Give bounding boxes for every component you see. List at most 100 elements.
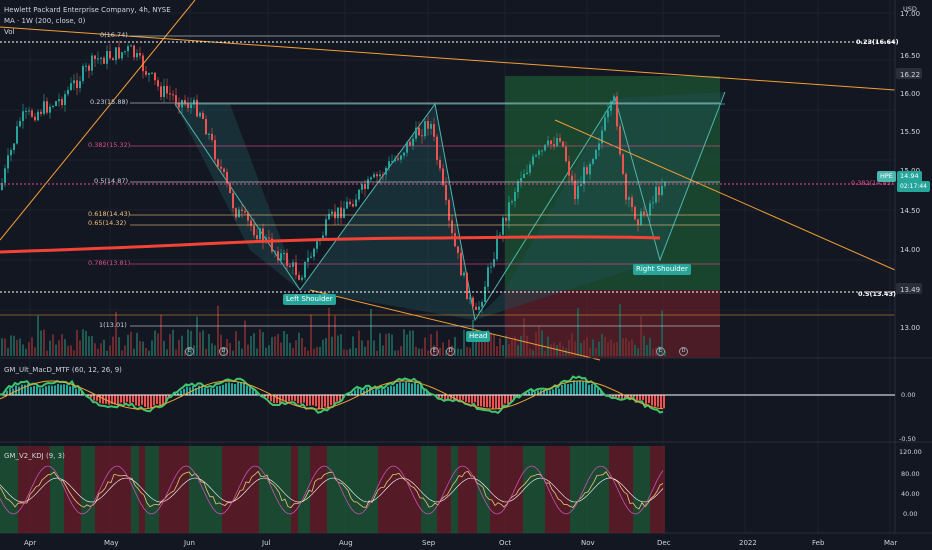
macd-bar bbox=[393, 386, 395, 395]
price-candles[interactable] bbox=[1, 40, 666, 316]
kdj-band bbox=[275, 446, 285, 533]
currency-label: USD bbox=[903, 5, 917, 13]
candle-body bbox=[625, 173, 627, 200]
earnings-marker[interactable]: E bbox=[656, 347, 665, 356]
candle-body bbox=[115, 47, 117, 61]
trend-lines[interactable] bbox=[0, 0, 896, 361]
volume-bar bbox=[115, 311, 117, 356]
macd-bar bbox=[624, 395, 626, 399]
volume-bar bbox=[646, 344, 648, 356]
macd-bar bbox=[654, 395, 656, 407]
macd-bar bbox=[468, 395, 470, 403]
volume-bar bbox=[226, 338, 228, 356]
dividend-marker[interactable]: D bbox=[679, 347, 688, 356]
position-zones[interactable] bbox=[505, 76, 720, 358]
kdj-band bbox=[421, 446, 437, 533]
volume-bar bbox=[427, 350, 429, 356]
volume-bar bbox=[361, 340, 363, 356]
candle-body bbox=[103, 57, 105, 64]
candle-body bbox=[487, 267, 489, 287]
candle-body bbox=[139, 53, 141, 56]
dividend-marker[interactable]: D bbox=[219, 347, 228, 356]
volume-bar bbox=[544, 350, 546, 356]
volume-bar bbox=[70, 345, 72, 356]
macd-bar bbox=[570, 383, 572, 395]
candle-body bbox=[49, 106, 51, 113]
kdj-legend[interactable]: GM_V2_KDJ (9, 3) bbox=[4, 452, 65, 460]
candle-body bbox=[559, 138, 561, 142]
volume-bar bbox=[415, 346, 417, 356]
ticker-price[interactable]: 14.94 bbox=[897, 171, 922, 182]
earnings-marker[interactable]: E bbox=[430, 347, 439, 356]
volume-bar bbox=[466, 346, 468, 356]
volume-legend[interactable]: Vol bbox=[4, 28, 15, 36]
kdj-d-line bbox=[0, 477, 664, 503]
ma-legend[interactable]: MA · 1W (200, close, 0) bbox=[4, 17, 86, 25]
macd-bar bbox=[480, 395, 482, 407]
candle-body bbox=[88, 65, 90, 71]
time-axis[interactable]: Apr May Jun Jul Aug Sep Oct Nov Dec 2022 Feb Mar bbox=[24, 539, 897, 547]
volume-bar bbox=[277, 333, 279, 356]
head-label[interactable]: Head bbox=[466, 331, 491, 342]
volume-bar bbox=[229, 342, 231, 356]
candle-body bbox=[409, 141, 411, 146]
volume-bar bbox=[286, 334, 288, 356]
time-axis-label: Apr bbox=[24, 539, 36, 547]
volume-bar bbox=[508, 344, 510, 356]
candle-body bbox=[337, 207, 339, 219]
fib-lines[interactable] bbox=[0, 35, 895, 327]
macd-bar bbox=[102, 395, 104, 404]
candle-body bbox=[580, 184, 582, 187]
macd-bar bbox=[318, 395, 320, 410]
ma-200-line[interactable] bbox=[0, 235, 661, 254]
macd-bar bbox=[588, 384, 590, 395]
candle-body bbox=[394, 158, 396, 162]
candle-body bbox=[598, 143, 600, 150]
candle-body bbox=[661, 185, 663, 195]
time-axis-label: Dec bbox=[657, 539, 671, 547]
kdj-band bbox=[259, 446, 275, 533]
volume-bar bbox=[652, 349, 654, 356]
macd-bar bbox=[183, 388, 185, 395]
macd-bar bbox=[57, 383, 59, 395]
candle-body bbox=[454, 233, 456, 247]
macd-bar bbox=[162, 395, 164, 405]
candle-body bbox=[355, 199, 357, 207]
dividend-marker[interactable]: D bbox=[446, 347, 455, 356]
macd-bar bbox=[438, 395, 440, 398]
candle-body bbox=[37, 111, 39, 121]
macd-bar bbox=[108, 395, 110, 405]
macd-bar bbox=[213, 388, 215, 395]
candle-body bbox=[199, 112, 201, 117]
candle-body bbox=[265, 237, 267, 242]
candle-body bbox=[613, 96, 615, 102]
kdj-axis-40: 40.00 bbox=[901, 490, 920, 498]
price-axis-label: 16.00 bbox=[900, 90, 920, 98]
earnings-marker[interactable]: E bbox=[185, 347, 194, 356]
volume-bar bbox=[304, 347, 306, 356]
kdj-band bbox=[389, 446, 406, 533]
right-shoulder-label[interactable]: Right Shoulder bbox=[633, 264, 691, 275]
ticker-symbol[interactable]: HPE bbox=[877, 171, 896, 182]
candle-body bbox=[622, 154, 624, 174]
macd-bar bbox=[489, 395, 491, 408]
macd-bar bbox=[444, 395, 446, 400]
left-shoulder-label[interactable]: Left Shoulder bbox=[283, 294, 336, 305]
volume-bar bbox=[16, 339, 18, 356]
volume-bar bbox=[154, 330, 156, 356]
candle-body bbox=[616, 96, 618, 127]
candle-body bbox=[352, 204, 354, 207]
candle-body bbox=[589, 163, 591, 175]
macd-bar bbox=[168, 395, 170, 398]
volume-bar bbox=[397, 350, 399, 356]
macd-legend[interactable]: GM_Ult_MacD_MTF (60, 12, 26, 9) bbox=[4, 366, 122, 374]
chart-title[interactable]: Hewlett Packard Enterprise Company, 4h, … bbox=[4, 6, 171, 14]
macd-bar bbox=[120, 395, 122, 403]
kdj-band bbox=[592, 446, 609, 533]
kdj-band bbox=[458, 446, 465, 533]
hs-pattern[interactable] bbox=[174, 91, 726, 322]
macd-bar bbox=[501, 395, 503, 407]
volume-bar bbox=[385, 333, 387, 356]
candle-body bbox=[385, 167, 387, 175]
